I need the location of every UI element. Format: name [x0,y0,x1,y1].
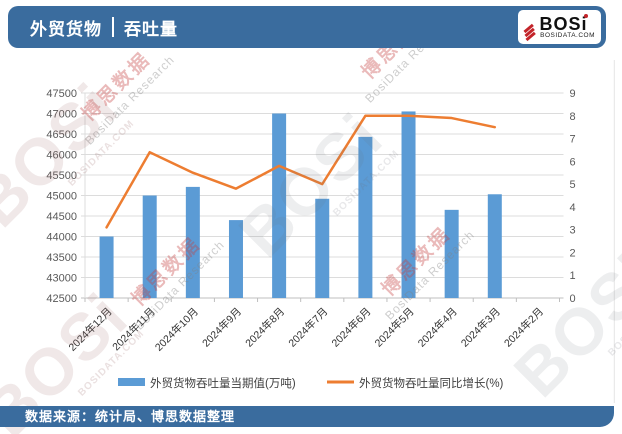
bosi-logo: BOSi BOSIDATA.COM [518,10,601,44]
left-axis-tick-label: 43000 [46,273,77,285]
left-axis-tick-label: 46500 [46,129,77,141]
x-axis-label: 2024年7月 [286,305,331,350]
left-axis-tick-label: 46000 [46,150,77,162]
x-axis-label: 2024年2月 [501,305,546,350]
bar-2024年10月 [185,186,200,298]
bar-2024年7月 [315,198,330,298]
right-axis-tick-label: 0 [570,293,576,305]
bar-2024年6月 [358,136,373,298]
right-axis-tick-label: 3 [570,225,576,237]
x-axis-label: 2024年10月 [152,305,201,354]
throughput-chart: 42500 43000 43500 44000 44500 45000 45500 46000… [46,60,615,403]
x-axis-label: 2024年9月 [199,305,244,350]
footer-bar: 数据来源：统计局、博思数据整理 [0,406,614,427]
right-axis-tick-label: 1 [570,270,576,282]
right-axis-tick-label: 8 [570,111,576,123]
left-axis-tick-label: 47000 [46,109,77,121]
bar-2024年11月 [142,195,157,298]
x-axis-label: 2024年6月 [329,305,374,350]
logo-stripes-icon [523,23,537,41]
page-title-right: 吞吐量 [124,19,178,39]
left-axis-tick-label: 45500 [46,170,77,182]
left-axis-tick-label: 44000 [46,232,77,244]
left-axis-tick-label: 45000 [46,191,77,203]
page-title-left: 外贸货物 [30,19,102,39]
header-bar: 外贸货物 吞吐量 BOSi BOSIDATA.COM [8,6,606,48]
right-axis-tick-label: 5 [570,179,576,191]
x-axis-label: 2024年5月 [372,305,417,350]
legend-line-label: 外贸货物吞吐量同比增长(%) [359,376,504,390]
bar-2024年9月 [228,220,243,298]
bar-2024年12月 [99,236,114,298]
legend-bar-swatch [118,378,145,386]
bar-2024年8月 [272,113,287,298]
bar-2024年3月 [487,194,502,298]
title-divider [112,17,114,37]
x-axis-label: 2024年8月 [243,305,288,350]
right-axis-tick-label: 2 [570,247,576,259]
right-axis-tick-label: 9 [570,88,576,100]
x-axis-label: 2024年3月 [458,305,503,350]
x-axis-label: 2024年11月 [110,305,158,353]
logo-text: BOSi [539,13,588,34]
legend-bar-label: 外贸货物吞吐量当期值(万吨) [150,376,296,390]
right-axis-tick-label: 6 [570,156,576,168]
bar-2024年5月 [401,111,416,298]
left-axis-tick-label: 43500 [46,252,77,264]
x-axis-label: 2024年12月 [66,305,115,354]
left-axis-tick-label: 47500 [46,88,77,100]
growth-line [105,114,497,229]
bar-2024年4月 [444,209,459,298]
left-axis-tick-label: 42500 [46,293,77,305]
logo-url: BOSIDATA.COM [540,31,595,39]
data-source-text: 数据来源：统计局、博思数据整理 [25,409,236,424]
x-axis-label: 2024年4月 [415,305,460,350]
right-axis-tick-label: 7 [570,134,576,146]
left-axis-tick-label: 44500 [46,211,77,223]
right-axis-tick-label: 4 [570,202,576,214]
